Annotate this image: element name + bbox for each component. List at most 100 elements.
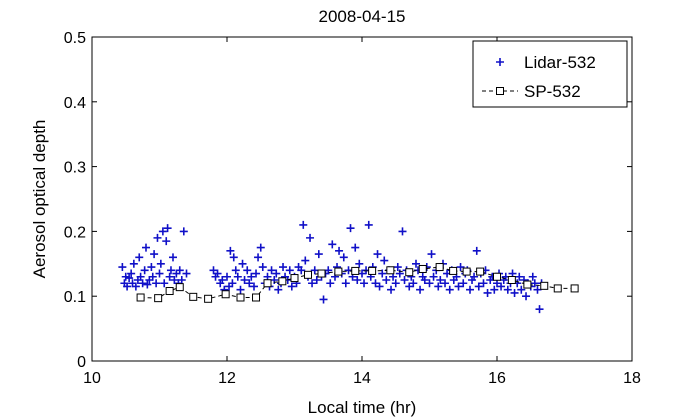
lidar-point xyxy=(153,233,162,242)
sp-point xyxy=(221,290,230,299)
lidar-point xyxy=(226,246,235,255)
sp-point xyxy=(507,276,516,284)
sp-point xyxy=(263,279,272,288)
lidar-point xyxy=(360,279,369,288)
lidar-point xyxy=(169,253,177,262)
lidar-point xyxy=(341,279,350,288)
sp-point xyxy=(449,266,458,275)
lidar-point xyxy=(510,288,519,297)
lidar-point xyxy=(156,259,165,268)
lidar-point xyxy=(285,266,294,275)
lidar-point xyxy=(312,276,321,284)
lidar-point xyxy=(140,266,149,275)
lidar-point xyxy=(339,253,348,262)
lidar-point xyxy=(177,276,186,284)
lidar-point xyxy=(301,256,310,265)
lidar-point xyxy=(429,272,438,281)
lidar-point xyxy=(231,266,240,275)
sp-point xyxy=(476,267,485,276)
lidar-point xyxy=(445,285,454,294)
lidar-point xyxy=(314,250,323,259)
lidar-point xyxy=(436,276,445,284)
lidar-point xyxy=(310,266,319,275)
lidar-point xyxy=(155,269,164,278)
lidar-point xyxy=(409,279,418,288)
lidar-point xyxy=(147,263,156,272)
sp-point xyxy=(189,292,198,301)
lidar-point xyxy=(129,259,138,268)
lidar-point xyxy=(267,266,276,275)
lidar-point xyxy=(474,282,483,291)
lidar-point xyxy=(165,272,174,281)
lidar-point xyxy=(272,269,281,278)
lidar-point xyxy=(466,285,474,294)
lidar-point xyxy=(528,272,537,281)
lidar-point xyxy=(522,292,531,301)
lidar-point xyxy=(398,227,407,236)
lidar-point xyxy=(148,272,157,281)
lidar-point xyxy=(328,240,337,249)
lidar-point xyxy=(143,280,152,289)
lidar-point xyxy=(326,279,335,288)
lidar-point xyxy=(412,259,420,268)
lidar-point xyxy=(179,227,188,236)
lidar-point xyxy=(250,282,258,291)
lidar-point xyxy=(240,276,249,284)
x-axis-title: Local time (hr) xyxy=(308,398,417,417)
lidar-point xyxy=(441,279,450,288)
legend-sp-marker xyxy=(482,87,518,95)
y-tick-label: 0.3 xyxy=(64,160,86,177)
lidar-point xyxy=(142,243,150,252)
legend-lidar-label: Lidar-532 xyxy=(524,53,596,72)
sp-point xyxy=(368,266,377,275)
lidar-point xyxy=(319,295,328,304)
x-tick-label: 10 xyxy=(83,370,101,387)
lidar-point xyxy=(138,279,147,288)
x-tick-label: 18 xyxy=(623,370,641,387)
lidar-point xyxy=(353,276,362,284)
sp-point xyxy=(236,293,245,302)
lidar-point xyxy=(515,272,524,281)
lidar-point xyxy=(125,274,134,283)
lidar-point xyxy=(364,220,373,229)
lidar-point xyxy=(454,282,463,291)
lidar-point xyxy=(163,224,172,233)
lidar-point xyxy=(131,282,140,291)
lidar-point xyxy=(245,279,254,288)
lidar-point xyxy=(371,279,380,288)
legend-lidar-marker xyxy=(496,58,504,66)
lidar-point xyxy=(279,263,288,272)
lidar-point xyxy=(274,285,283,294)
lidar-point xyxy=(233,272,242,281)
lidar-point xyxy=(358,269,366,278)
lidar-point xyxy=(346,224,355,233)
lidar-point xyxy=(380,256,389,265)
lidar-point xyxy=(135,253,144,262)
lidar-point xyxy=(324,266,333,275)
lidar-point xyxy=(420,276,429,284)
sp-point xyxy=(304,270,312,279)
sp-point xyxy=(290,274,299,283)
lidar-point xyxy=(123,282,132,291)
lidar-point xyxy=(393,263,402,272)
lidar-point xyxy=(182,269,191,278)
sp-point xyxy=(175,283,184,292)
lidar-point xyxy=(136,272,145,281)
lidar-point xyxy=(306,233,315,242)
lidar-point xyxy=(166,266,175,275)
legend: Lidar-532 SP-532 xyxy=(472,40,628,108)
lidar-point xyxy=(218,276,227,284)
sp-point xyxy=(553,284,562,293)
lidar-point xyxy=(459,279,468,288)
lidar-point xyxy=(209,266,218,275)
lidar-point xyxy=(490,285,499,294)
lidar-point xyxy=(335,246,344,255)
lidar-point xyxy=(213,269,222,278)
chart-title: 2008-04-15 xyxy=(319,7,406,26)
sp-point xyxy=(570,284,579,293)
sp-point xyxy=(252,293,261,302)
sp-point xyxy=(540,281,549,290)
lidar-point xyxy=(378,269,387,278)
lidar-point xyxy=(127,269,136,278)
